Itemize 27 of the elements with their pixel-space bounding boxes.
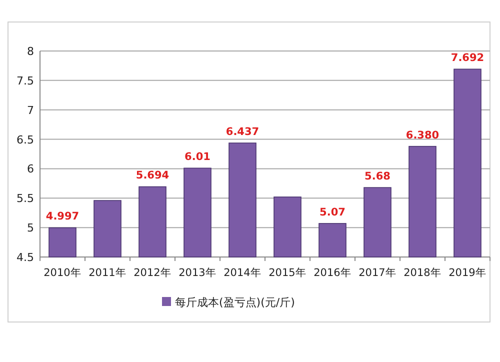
- data-label: 6.01: [184, 151, 210, 164]
- data-label: 5.07: [320, 206, 346, 218]
- y-tick-label: 4.5: [16, 251, 34, 264]
- data-label: 5.68: [364, 170, 390, 183]
- y-tick-label: 5: [27, 222, 34, 235]
- data-label: 7.692: [450, 52, 484, 64]
- x-tick-label: 2015年: [268, 267, 306, 279]
- legend-label: 每斤成本(盈亏点)(元/斤): [175, 296, 295, 309]
- x-tick-label: 2017年: [358, 267, 396, 279]
- y-tick-label: 7: [27, 104, 34, 117]
- data-label: 4.997: [46, 210, 80, 223]
- y-tick-label: 8: [27, 45, 34, 58]
- x-tick-label: 2013年: [178, 267, 216, 279]
- y-tick-label: 7.5: [16, 74, 34, 88]
- data-label: 6.380: [406, 129, 440, 142]
- y-tick-label: 6: [27, 162, 34, 176]
- x-tick-label: 2016年: [314, 267, 352, 279]
- x-tick-label: 2018年: [404, 267, 442, 279]
- y-tick-label: 6.5: [16, 133, 34, 146]
- data-label: 5.694: [136, 170, 170, 182]
- x-tick-label: 2019年: [448, 267, 486, 279]
- x-tick-label: 2011年: [88, 267, 126, 279]
- x-tick-label: 2010年: [44, 267, 82, 279]
- x-tick-label: 2012年: [134, 267, 172, 279]
- data-label: 6.437: [226, 126, 260, 138]
- x-tick-label: 2014年: [224, 267, 262, 279]
- y-tick-label: 5.5: [16, 192, 34, 206]
